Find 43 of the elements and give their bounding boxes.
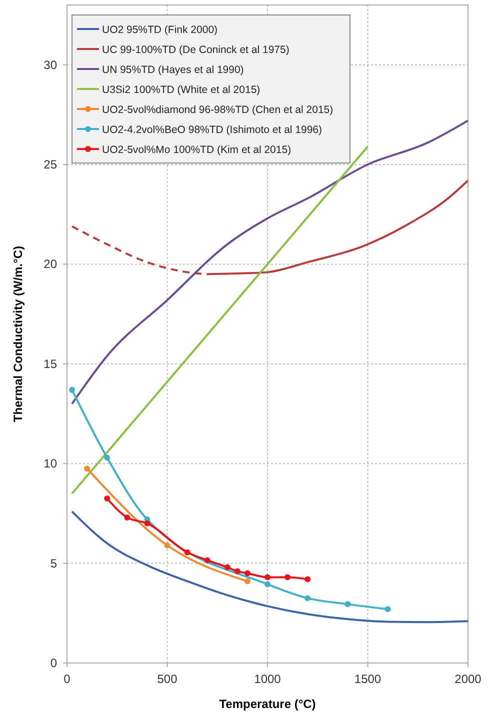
point xyxy=(244,578,250,584)
legend-label: UC 99-100%TD (De Coninck et al 1975) xyxy=(102,44,290,56)
x-tick-label: 0 xyxy=(64,672,71,686)
y-tick-label: 30 xyxy=(44,58,58,72)
point xyxy=(234,568,240,574)
legend-label: UO2 95%TD (Fink 2000) xyxy=(102,24,218,36)
point xyxy=(69,386,76,393)
point xyxy=(104,454,110,461)
x-tick-label: 1000 xyxy=(254,672,282,686)
legend-label: UO2-4.2vol%BeO 98%TD (Ishimoto et al 1996) xyxy=(102,124,322,136)
legend-label: UN 95%TD (Hayes et al 1990) xyxy=(102,64,244,76)
point xyxy=(164,542,170,548)
y-tick-label: 0 xyxy=(50,656,58,670)
point xyxy=(284,574,291,580)
y-tick-label: 10 xyxy=(44,456,58,471)
point xyxy=(224,564,230,570)
point xyxy=(264,581,270,588)
point xyxy=(244,570,250,576)
x-axis-title: Temperature (°C) xyxy=(219,697,316,711)
x-tick-label: 500 xyxy=(157,672,178,686)
y-tick-label: 5 xyxy=(50,556,58,570)
legend-label: U3Si2 100%TD (White et al 2015) xyxy=(102,84,260,96)
point xyxy=(184,549,190,556)
point xyxy=(304,595,311,602)
point xyxy=(84,466,90,472)
point xyxy=(104,496,110,502)
y-axis-title: Thermal Conductivity (W/m.°C) xyxy=(11,246,25,422)
legend-label: UO2-5vol%Mo 100%TD (Kim et al 2015) xyxy=(102,144,292,156)
point xyxy=(124,514,130,520)
y-tick-label: 20 xyxy=(44,257,58,272)
point xyxy=(344,601,351,608)
point xyxy=(144,520,150,526)
x-tick-label: 2000 xyxy=(454,672,482,686)
line-series xyxy=(71,510,468,624)
y-tick-label: 25 xyxy=(44,158,58,172)
point xyxy=(304,576,311,582)
point xyxy=(384,606,391,612)
point xyxy=(204,557,210,564)
point xyxy=(264,574,270,580)
y-tick-label: 15 xyxy=(44,356,58,371)
line-series xyxy=(71,120,468,405)
x-tick-label: 1500 xyxy=(354,672,382,686)
legend-label: UO2-5vol%diamond 96-98%TD (Chen et al 2015) xyxy=(102,104,334,116)
